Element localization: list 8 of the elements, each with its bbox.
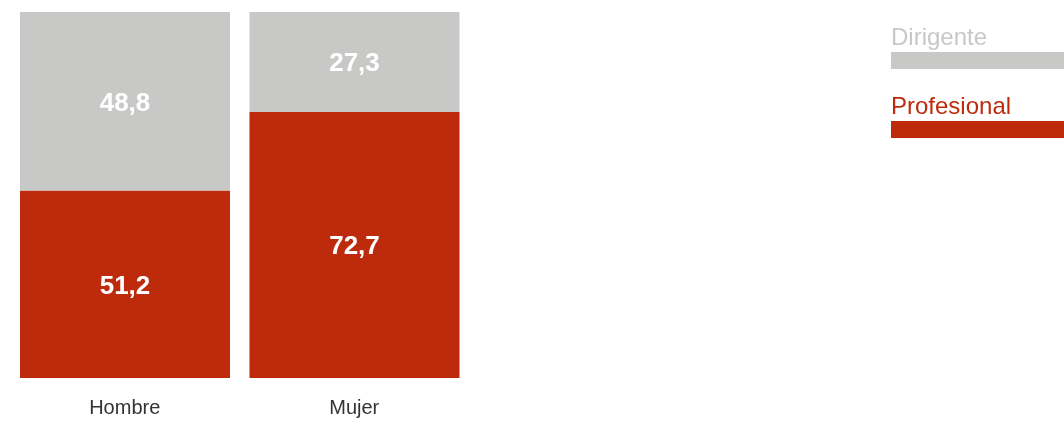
- data-label: 51,2: [99, 269, 151, 300]
- text: Dirigente: [891, 22, 989, 52]
- data-label: 27,3: [329, 47, 380, 78]
- text: Profesional: [891, 91, 1013, 121]
- x-tick-label: Mujer: [329, 396, 380, 419]
- x-tick-label: Hombre: [89, 396, 161, 419]
- data-label: 72,7: [329, 230, 380, 261]
- data-label: 48,8: [99, 86, 151, 117]
